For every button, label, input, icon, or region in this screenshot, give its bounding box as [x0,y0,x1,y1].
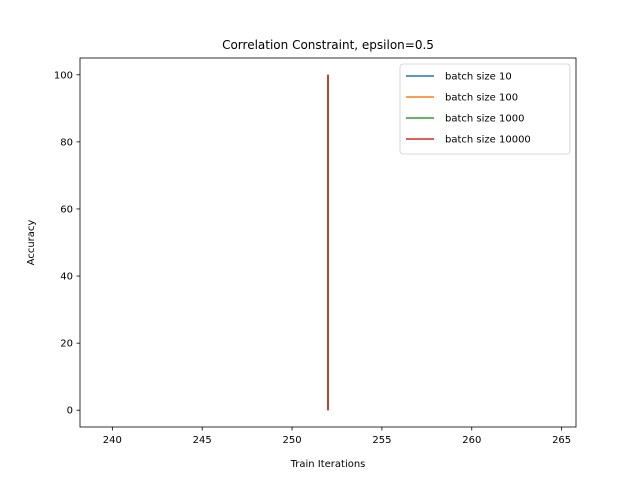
legend-entry: batch size 10 [445,72,512,83]
legend-entry: batch size 10000 [445,135,531,146]
x-tick-label: 265 [552,435,571,446]
legend-entry: batch size 1000 [445,114,524,125]
legend: batch size 10 batch size 100 batch size 10… [399,63,571,155]
legend-entry: batch size 100 [445,93,518,104]
legend-box [399,63,571,155]
plot-area-frame [79,57,577,428]
x-tick-label: 255 [372,435,391,446]
chart-title: Correlation Constraint, epsilon=0.5 [222,38,434,52]
x-axis-ticks: 240 245 250 255 260 265 [103,427,571,446]
x-tick-label: 260 [462,435,481,446]
y-axis-label: Accuracy [26,220,37,266]
x-tick-label: 250 [283,435,302,446]
y-tick-label: 20 [60,339,73,350]
y-axis-ticks: 0 20 40 60 80 100 [54,70,80,417]
y-tick-label: 60 [60,204,73,215]
y-tick-label: 0 [67,406,73,417]
x-tick-label: 240 [103,435,122,446]
x-axis-label: Train Iterations [290,459,366,470]
y-tick-label: 100 [54,70,73,81]
x-tick-label: 245 [193,435,212,446]
y-tick-label: 40 [60,272,73,283]
y-tick-label: 80 [60,137,73,148]
